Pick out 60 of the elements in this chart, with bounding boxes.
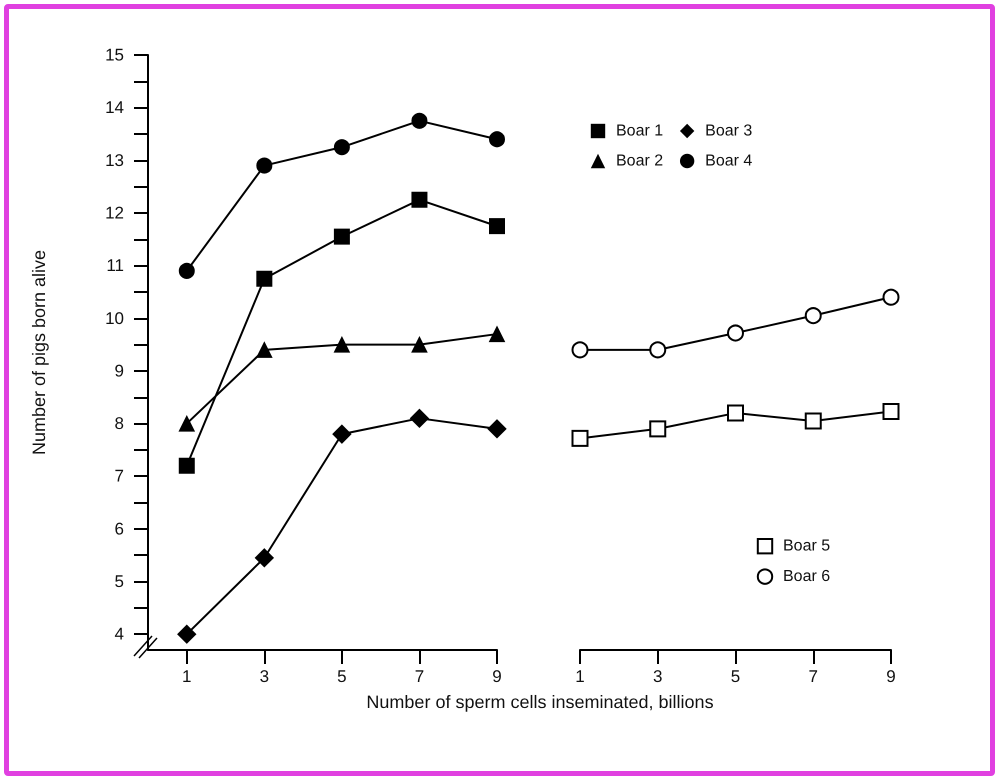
- point: [410, 408, 429, 428]
- point: [488, 419, 506, 438]
- point: [334, 139, 350, 156]
- legend-label: Boar 5: [783, 538, 830, 555]
- legend-label: Boar 1: [616, 122, 664, 140]
- point: [727, 404, 744, 422]
- y-tick-label: 13: [105, 150, 124, 170]
- point: [254, 548, 274, 568]
- x-tick-label: 9: [492, 667, 502, 686]
- legend-label: Boar 4: [705, 152, 752, 170]
- point: [411, 192, 428, 208]
- y-tick-label: 9: [114, 361, 124, 380]
- point: [882, 402, 900, 420]
- point: [489, 131, 505, 148]
- point: [334, 336, 350, 353]
- point: [334, 228, 350, 245]
- point: [804, 412, 822, 430]
- y-tick-label: 10: [105, 308, 124, 328]
- point: [256, 270, 272, 287]
- point: [489, 218, 505, 234]
- point: [411, 112, 428, 129]
- point: [649, 341, 666, 358]
- x-tick-label: 3: [653, 667, 662, 686]
- x-tick-label: 1: [575, 667, 585, 686]
- y-tick-label: 4: [114, 624, 124, 644]
- x-tick-label: 5: [730, 667, 740, 686]
- point: [489, 326, 505, 342]
- point: [572, 430, 588, 447]
- legend-label: Boar 2: [616, 152, 664, 170]
- point: [411, 336, 428, 353]
- y-tick-label: 11: [106, 256, 124, 276]
- point: [804, 307, 822, 324]
- legend-label: Boar 3: [705, 122, 752, 140]
- point: [256, 158, 272, 174]
- point: [882, 288, 900, 306]
- point: [332, 424, 352, 444]
- y-tick-label: 8: [114, 414, 124, 434]
- x-tick-label: 3: [260, 667, 270, 686]
- y-tick-label: 5: [114, 572, 124, 592]
- point: [177, 624, 196, 644]
- y-axis-title: Number of pigs born alive: [29, 250, 49, 456]
- y-tick-label: 12: [105, 203, 124, 222]
- y-tick-label: 14: [105, 98, 124, 118]
- x-tick-label: 7: [414, 667, 424, 686]
- x-axis-title: Number of sperm cells inseminated, billions: [365, 692, 715, 713]
- point: [256, 342, 272, 358]
- point: [178, 262, 195, 279]
- y-tick-label: 6: [114, 519, 124, 538]
- x-tick-label: 5: [337, 667, 347, 686]
- x-tick-label: 7: [808, 667, 818, 686]
- point: [649, 420, 666, 438]
- point: [178, 416, 195, 432]
- y-tick-label: 7: [114, 466, 124, 486]
- point: [178, 458, 195, 474]
- y-tick-label: 15: [105, 46, 124, 64]
- point: [727, 324, 744, 342]
- point: [572, 341, 588, 358]
- legend-label: Boar 6: [783, 568, 830, 586]
- x-tick-label: 9: [886, 667, 896, 686]
- x-tick-label: 1: [182, 667, 192, 686]
